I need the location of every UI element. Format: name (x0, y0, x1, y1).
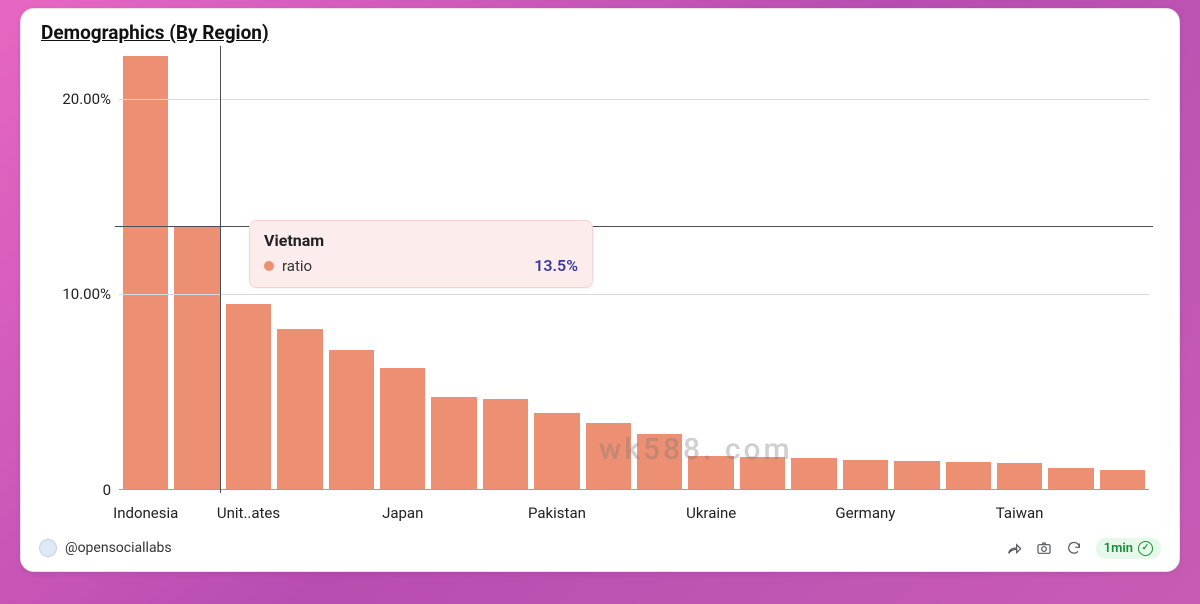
x-tick-label: Unit..ates (217, 504, 280, 522)
bar (1048, 468, 1093, 489)
tooltip-series: ratio (264, 257, 312, 275)
bar-slot[interactable] (1048, 50, 1093, 489)
x-tick-label: Germany (835, 504, 895, 522)
x-tick-label: Japan (382, 504, 423, 522)
grid-line (119, 99, 1149, 100)
card-title: Demographics (By Region) (41, 21, 1161, 44)
refresh-interval-label: 1min (1104, 541, 1133, 556)
bar-slot[interactable] (174, 50, 219, 489)
x-tick-label: Indonesia (113, 504, 178, 522)
check-circle-icon: ✓ (1138, 541, 1153, 556)
y-tick-label: 10.00% (39, 285, 111, 303)
refresh-icon[interactable] (1066, 540, 1082, 556)
bar-slot[interactable] (1100, 50, 1145, 489)
card-footer: @opensociallabs 1min ✓ (39, 535, 1161, 561)
bar (740, 457, 785, 489)
bar-slot[interactable] (123, 50, 168, 489)
footer-author[interactable]: @opensociallabs (39, 539, 172, 557)
bar (277, 329, 322, 489)
bar (534, 413, 579, 489)
bar (431, 397, 476, 489)
bar-slot[interactable] (946, 50, 991, 489)
crosshair-vertical (220, 46, 221, 493)
y-tick-label: 20.00% (39, 90, 111, 108)
bar (586, 423, 631, 489)
tooltip-row: ratio 13.5% (264, 256, 578, 275)
avatar-icon (39, 539, 57, 557)
page-background: Demographics (By Region) 0 10.00% 20.00% V… (0, 0, 1200, 604)
x-tick-label: Pakistan (528, 504, 586, 522)
chart-tooltip: Vietnam ratio 13.5% (249, 220, 593, 288)
grid-line (119, 294, 1149, 295)
author-handle: @opensociallabs (65, 540, 172, 556)
x-tick-label: Taiwan (996, 504, 1044, 522)
bar-slot[interactable] (637, 50, 682, 489)
share-icon[interactable] (1006, 540, 1022, 556)
bar (483, 399, 528, 489)
series-color-dot-icon (264, 261, 274, 271)
bar (843, 460, 888, 489)
y-axis-labels: 010.00%20.00% (39, 50, 111, 490)
bar (226, 304, 271, 489)
bar (946, 462, 991, 489)
bar (1100, 470, 1145, 490)
tooltip-series-label: ratio (282, 257, 312, 275)
bar (688, 456, 733, 489)
chart-plot[interactable]: Vietnamratio13.5%wk588. com (119, 50, 1149, 490)
bar-slot[interactable] (688, 50, 733, 489)
bar-slot[interactable] (791, 50, 836, 489)
bar-slot[interactable] (997, 50, 1042, 489)
x-tick-label: Ukraine (686, 504, 736, 522)
bar (123, 56, 168, 489)
bar (380, 368, 425, 489)
bar (894, 461, 939, 489)
tooltip-title: Vietnam (264, 231, 578, 250)
bar-slot[interactable] (894, 50, 939, 489)
bar-slot[interactable] (843, 50, 888, 489)
x-axis-labels: IndonesiaUnit..atesJapanPakistanUkraineG… (119, 498, 1149, 528)
chart-card: Demographics (By Region) 0 10.00% 20.00% V… (20, 8, 1180, 572)
bar (174, 226, 219, 489)
bar (637, 434, 682, 489)
bar (997, 463, 1042, 489)
chart-area: 010.00%20.00% Vietnamratio13.5%wk588. co… (39, 50, 1161, 528)
y-tick-label: 0 (39, 481, 111, 499)
bar (329, 350, 374, 489)
refresh-interval-pill[interactable]: 1min ✓ (1096, 538, 1161, 559)
tooltip-value: 13.5% (534, 256, 578, 275)
bar-slot[interactable] (740, 50, 785, 489)
footer-actions: 1min ✓ (1006, 538, 1161, 559)
camera-icon[interactable] (1036, 540, 1052, 556)
bar (791, 458, 836, 489)
